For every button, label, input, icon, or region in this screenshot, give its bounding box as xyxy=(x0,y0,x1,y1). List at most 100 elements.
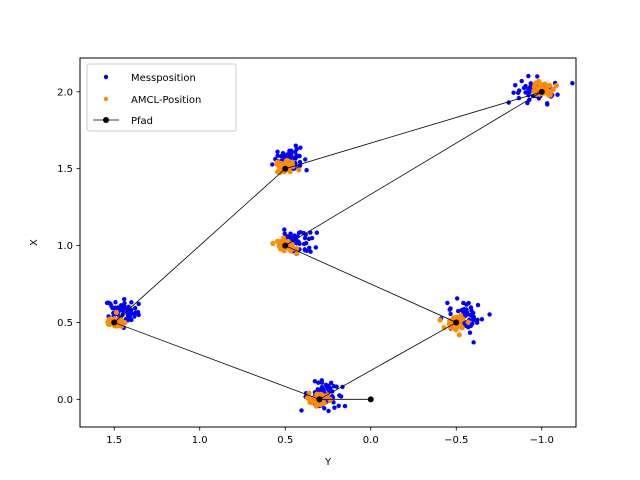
amcl-position-point xyxy=(122,320,128,326)
legend-marker-amcl-position xyxy=(103,96,109,102)
messposition-point xyxy=(309,235,315,241)
messposition-point xyxy=(126,304,131,309)
messposition-point xyxy=(132,305,138,311)
amcl-position-point xyxy=(546,90,552,96)
messposition-point xyxy=(467,330,473,335)
x-tick-label: 0.5 xyxy=(277,435,293,446)
messposition-point xyxy=(464,302,469,307)
messposition-point xyxy=(523,90,528,95)
messposition-point xyxy=(121,302,127,308)
y-tick-label: 2.0 xyxy=(57,87,73,98)
messposition-point xyxy=(299,408,304,413)
messposition-point xyxy=(334,384,339,389)
messposition-point xyxy=(307,245,312,250)
messposition-point xyxy=(326,408,331,414)
plot-frame xyxy=(79,57,577,428)
x-tick-label: 0.0 xyxy=(363,435,379,446)
messposition-point xyxy=(511,90,516,95)
amcl-position-point xyxy=(547,82,553,88)
pfad-point xyxy=(316,396,323,403)
amcl-position-point xyxy=(275,159,281,166)
y-tick-label: 0.5 xyxy=(57,318,73,329)
amcl-position-point xyxy=(437,317,443,323)
y-axis-ticks: 0.0 0.5 1.0 1.5 2.0 xyxy=(57,87,80,406)
messposition-point xyxy=(468,305,474,310)
messposition-point xyxy=(287,150,292,155)
messposition-point xyxy=(315,387,321,392)
messposition-point xyxy=(523,83,528,89)
messposition-point xyxy=(104,300,110,306)
messposition-point xyxy=(513,83,518,88)
messposition-point xyxy=(326,383,331,388)
amcl-position-point xyxy=(531,84,538,90)
messposition-point xyxy=(535,74,540,79)
messposition-point xyxy=(487,312,492,317)
messposition-point xyxy=(304,248,309,253)
pfad-point xyxy=(111,319,118,326)
messposition-point xyxy=(302,235,308,241)
pfad-point xyxy=(367,396,374,403)
messposition-point xyxy=(278,154,284,159)
messposition-point xyxy=(129,307,134,313)
messposition-point xyxy=(282,227,287,232)
messposition-point xyxy=(294,241,300,246)
messposition-point xyxy=(336,403,341,409)
amcl-position-point xyxy=(304,395,311,401)
amcl-position-point xyxy=(286,159,292,165)
messposition-point xyxy=(133,310,138,315)
amcl-position-point xyxy=(296,167,302,173)
amcl-position-point xyxy=(465,319,471,325)
x-axis-ticks: 1.5 1.0 0.5 0.0 −0.5 −1.0 xyxy=(106,427,554,446)
messposition-point xyxy=(319,380,325,385)
messposition-point xyxy=(113,300,118,305)
messposition-point xyxy=(447,307,452,312)
amcl-position-point xyxy=(113,309,120,315)
amcl-position-point xyxy=(294,250,300,256)
messposition-point xyxy=(293,156,298,161)
pfad-point xyxy=(282,242,289,249)
amcl-position-point xyxy=(306,390,312,396)
messposition-point xyxy=(459,308,464,313)
messposition-point xyxy=(319,384,325,390)
messposition-point xyxy=(288,231,293,236)
messposition-point xyxy=(515,90,521,96)
messposition-point xyxy=(471,310,476,316)
messposition-point xyxy=(464,310,470,315)
x-tick-label: −1.0 xyxy=(530,435,554,446)
messposition-point xyxy=(123,316,129,322)
y-tick-label: 1.5 xyxy=(57,164,73,175)
messposition-point xyxy=(308,249,313,254)
messposition-point xyxy=(519,78,524,84)
messposition-point xyxy=(454,296,460,301)
amcl-position-point xyxy=(288,248,294,254)
amcl-position-point xyxy=(276,242,282,248)
messposition-point xyxy=(122,297,127,302)
messposition-point xyxy=(471,314,477,320)
legend-box xyxy=(86,63,237,132)
amcl-position-point xyxy=(454,314,460,320)
messposition-point xyxy=(332,405,337,410)
legend-label-amcl-position: AMCL-Position xyxy=(131,95,201,106)
messposition-point xyxy=(328,380,334,386)
messposition-point xyxy=(455,308,461,314)
messposition-point xyxy=(316,380,321,385)
messposition-point xyxy=(275,153,280,158)
messposition-point xyxy=(471,340,476,345)
path-layer xyxy=(111,88,545,403)
messposition-point xyxy=(303,157,308,162)
amcl-position-point xyxy=(270,240,276,247)
messposition-point xyxy=(479,317,485,322)
amcl-position-point xyxy=(459,325,465,331)
messposition-point xyxy=(475,317,480,323)
messposition-point xyxy=(275,149,280,154)
x-tick-label: −0.5 xyxy=(444,435,468,446)
messposition-point xyxy=(132,314,137,319)
messposition-point xyxy=(122,307,127,312)
messposition-point xyxy=(570,80,575,86)
amcl-position-point xyxy=(311,397,317,403)
pfad-point xyxy=(282,165,289,172)
legend: Messposition AMCL-Position Pfad xyxy=(86,63,237,132)
y-tick-label: 0.0 xyxy=(57,395,73,406)
messposition-point xyxy=(320,388,325,393)
amcl-position-point xyxy=(307,399,313,405)
